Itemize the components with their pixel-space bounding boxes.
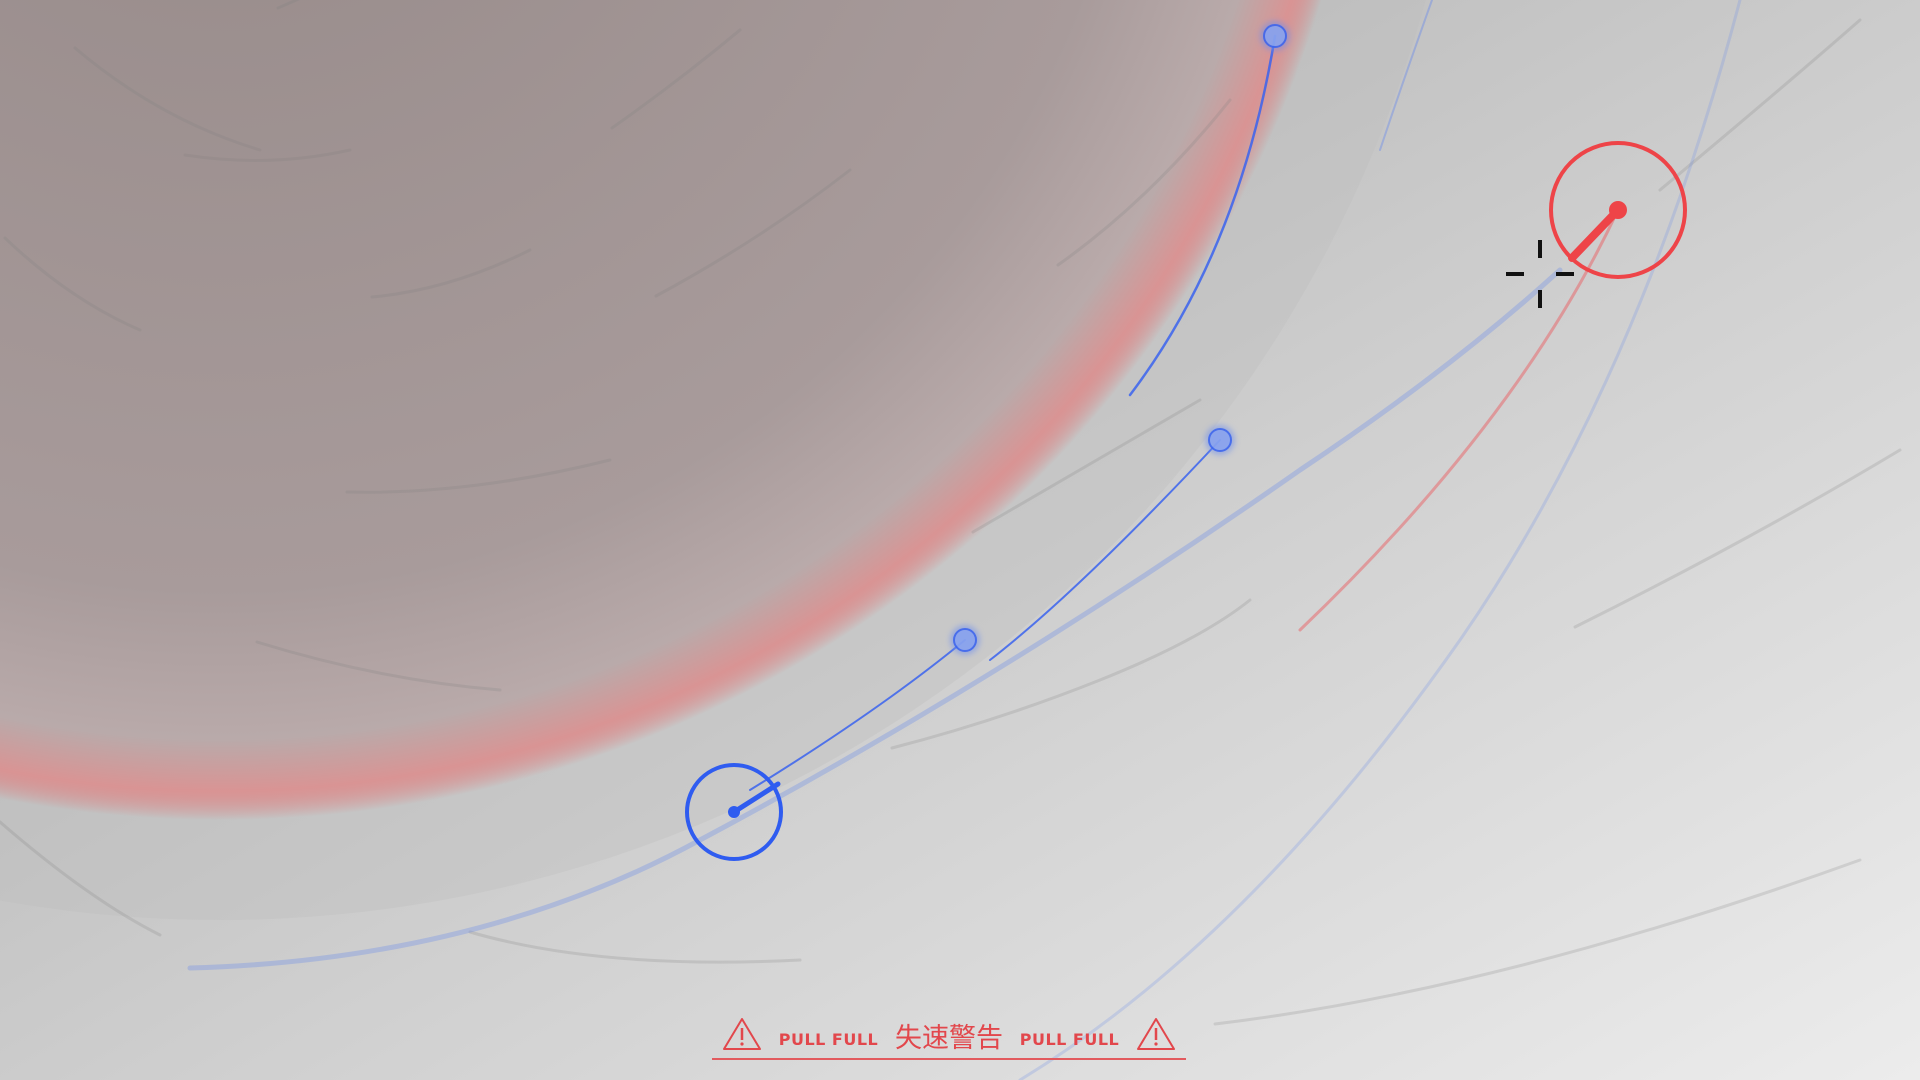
warning-triangle-icon bbox=[1137, 1018, 1175, 1050]
wind-streaks bbox=[0, 0, 1902, 1026]
warning-triangle-icon bbox=[723, 1018, 761, 1050]
projectile bbox=[950, 625, 980, 655]
crosshair-icon bbox=[1506, 240, 1574, 308]
player-ship bbox=[685, 763, 783, 861]
pull-full-label-right: PULL FULL bbox=[1019, 1029, 1120, 1049]
projectile bbox=[1260, 21, 1290, 51]
enemy-ship bbox=[1549, 141, 1687, 279]
pull-full-label-left: PULL FULL bbox=[778, 1029, 879, 1049]
orbit-trails bbox=[187, 0, 1742, 1080]
projectile bbox=[1205, 425, 1235, 455]
planet bbox=[0, 0, 1327, 825]
stall-warning-banner: PULL FULL 失速警告 PULL FULL bbox=[712, 1016, 1186, 1060]
stall-warning-label: 失速警告 bbox=[895, 1022, 1003, 1054]
projectile-trails bbox=[749, 34, 1277, 791]
